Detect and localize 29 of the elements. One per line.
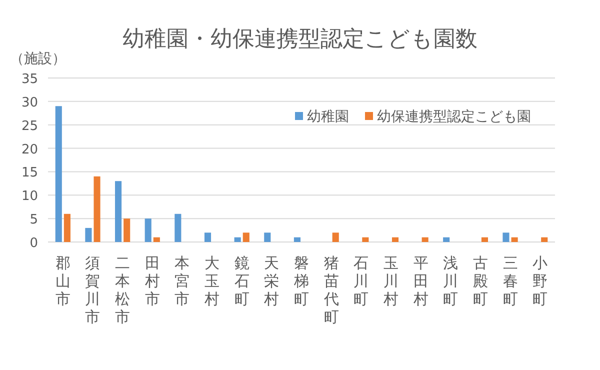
x-tick-label: 小野町: [532, 254, 548, 308]
x-tick-label: 田村市: [144, 254, 160, 308]
x-tick-label: 郡山市: [55, 254, 70, 308]
y-axis-title: （施設）: [10, 51, 66, 67]
y-tick-label: 0: [30, 236, 38, 251]
legend-label: 幼稚園: [307, 109, 349, 125]
x-tick-label: 二本松市: [115, 254, 130, 326]
y-tick-label: 35: [21, 72, 38, 87]
y-tick-label: 15: [21, 166, 38, 181]
x-tick-label: 平田村: [412, 254, 428, 308]
x-tick-label: 大玉村: [204, 254, 220, 308]
x-tick-label: 古殿町: [472, 254, 488, 308]
legend-label: 幼保連携型認定こども園: [377, 109, 531, 125]
x-tick-label: 石川町: [354, 254, 369, 308]
x-tick-label: 天栄村: [263, 254, 280, 308]
x-tick-label: 三春町: [502, 254, 518, 308]
x-tick-label: 須賀川市: [85, 254, 100, 326]
y-tick-label: 5: [30, 212, 38, 228]
x-tick-label: 磐梯町: [293, 254, 309, 308]
y-tick-label: 30: [21, 95, 38, 110]
x-tick-label: 猪苗代町: [322, 254, 339, 326]
y-tick-label: 20: [21, 142, 38, 158]
x-tick-label: 本宮市: [174, 254, 190, 308]
y-tick-label: 10: [21, 189, 38, 204]
y-tick-label: 25: [21, 118, 38, 134]
x-tick-label: 玉川村: [382, 254, 398, 308]
x-tick-label: 浅川町: [443, 254, 458, 308]
chart-title: 幼稚園・幼保連携型認定こども園数: [122, 27, 478, 52]
x-tick-label: 鏡石町: [234, 254, 250, 308]
